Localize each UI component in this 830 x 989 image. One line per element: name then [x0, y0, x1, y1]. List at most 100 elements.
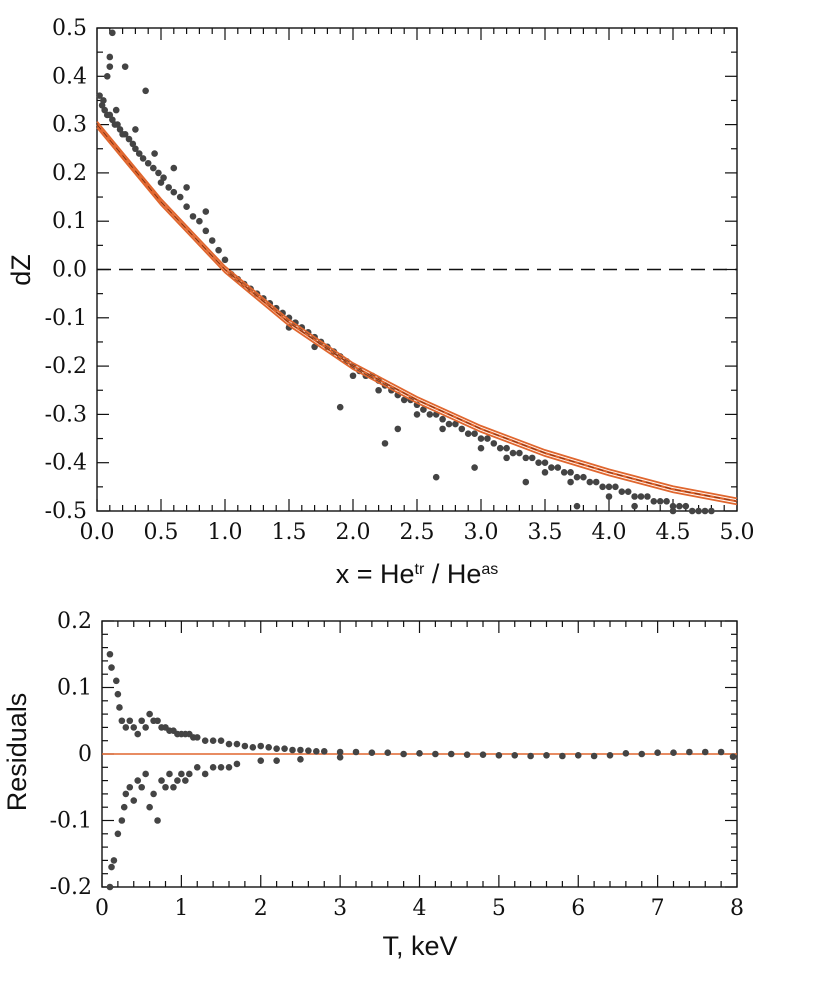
- data-point: [503, 444, 510, 452]
- data-point: [125, 135, 133, 143]
- data-point: [142, 770, 149, 778]
- x-tick-label: 4.5: [656, 520, 691, 545]
- y-tick-label: -0.4: [45, 451, 87, 476]
- y-tick-label: 0.1: [57, 676, 92, 701]
- data-point: [548, 464, 555, 471]
- data-point: [208, 237, 216, 244]
- data-point: [522, 478, 530, 486]
- y-tick-label: 0.2: [52, 161, 87, 186]
- xlabel-sup-tr: tr: [415, 561, 425, 578]
- data-point: [313, 748, 320, 755]
- data-point: [182, 777, 189, 784]
- data-point: [166, 770, 173, 778]
- y-tick-label: -0.3: [45, 402, 87, 427]
- data-point: [100, 97, 107, 104]
- data-point: [138, 717, 145, 725]
- data-point: [233, 760, 241, 768]
- data-point: [631, 502, 638, 510]
- x-tick-label: 7: [651, 896, 665, 921]
- data-point: [165, 184, 172, 191]
- data-point: [257, 742, 265, 750]
- data-point: [573, 473, 581, 481]
- data-point: [201, 737, 209, 744]
- data-point: [400, 750, 407, 758]
- data-point: [106, 53, 114, 61]
- y-tick-label: 0.2: [57, 609, 92, 634]
- data-point: [516, 449, 523, 457]
- x-tick-label: 2.0: [336, 520, 371, 545]
- data-point: [151, 150, 158, 157]
- data-point: [146, 710, 153, 718]
- bottom-x-axis-title: T, keV: [382, 931, 457, 961]
- data-point: [217, 737, 225, 744]
- data-point: [273, 757, 280, 764]
- top-ticks: [96, 27, 738, 512]
- data-point: [495, 752, 503, 759]
- data-point: [554, 464, 562, 471]
- data-point: [670, 749, 677, 756]
- data-point: [150, 164, 157, 172]
- data-point: [108, 863, 115, 871]
- y-tick-label: 0.3: [52, 113, 87, 138]
- data-point: [654, 749, 661, 756]
- data-point: [201, 770, 209, 778]
- x-tick-label: 3: [333, 896, 347, 921]
- data-point: [413, 411, 421, 418]
- x-tick-label: 1.0: [208, 520, 243, 545]
- data-point: [257, 757, 265, 764]
- data-point: [336, 754, 344, 761]
- data-point: [132, 145, 139, 153]
- data-point: [708, 507, 715, 515]
- data-point: [183, 184, 190, 191]
- top-x-axis-title: x = Hetr / Heas: [336, 559, 499, 589]
- data-point: [209, 737, 217, 744]
- x-tick-label: 3.0: [464, 520, 499, 545]
- data-point: [162, 783, 169, 791]
- data-point: [297, 756, 304, 763]
- data-point: [241, 742, 249, 750]
- data-point: [590, 752, 598, 760]
- data-point: [432, 750, 439, 758]
- data-point: [535, 459, 542, 467]
- y-tick-label: 0.4: [52, 64, 87, 89]
- data-point: [560, 469, 568, 476]
- data-point: [618, 488, 626, 495]
- data-point: [464, 430, 472, 438]
- data-point: [638, 750, 646, 758]
- data-point: [686, 748, 693, 756]
- data-point: [106, 63, 114, 70]
- fit-center-line: [96, 124, 738, 502]
- data-point: [349, 372, 357, 380]
- data-point: [567, 469, 574, 476]
- data-point: [108, 664, 115, 671]
- data-point: [484, 435, 491, 442]
- data-point: [400, 396, 408, 404]
- data-point: [118, 817, 126, 824]
- data-point: [416, 750, 423, 757]
- data-point: [170, 783, 177, 791]
- data-point: [543, 752, 550, 759]
- data-point: [154, 717, 161, 725]
- data-point: [458, 425, 466, 433]
- top-y-axis-title: dZ: [6, 254, 36, 286]
- data-point: [170, 164, 178, 172]
- data-point: [120, 803, 128, 811]
- data-point: [586, 478, 594, 486]
- data-point: [202, 208, 210, 215]
- data-point: [112, 677, 120, 685]
- data-point: [116, 126, 124, 133]
- data-point: [142, 724, 149, 731]
- x-tick-label: 1: [174, 896, 188, 921]
- data-point: [114, 690, 122, 698]
- data-point: [129, 140, 137, 148]
- data-point: [352, 748, 360, 756]
- data-point: [471, 464, 478, 471]
- data-point: [375, 386, 382, 394]
- data-point: [650, 498, 658, 505]
- data-point: [541, 459, 549, 467]
- data-point: [384, 749, 392, 756]
- data-point: [656, 498, 664, 505]
- data-point: [663, 498, 670, 505]
- data-point: [110, 857, 118, 864]
